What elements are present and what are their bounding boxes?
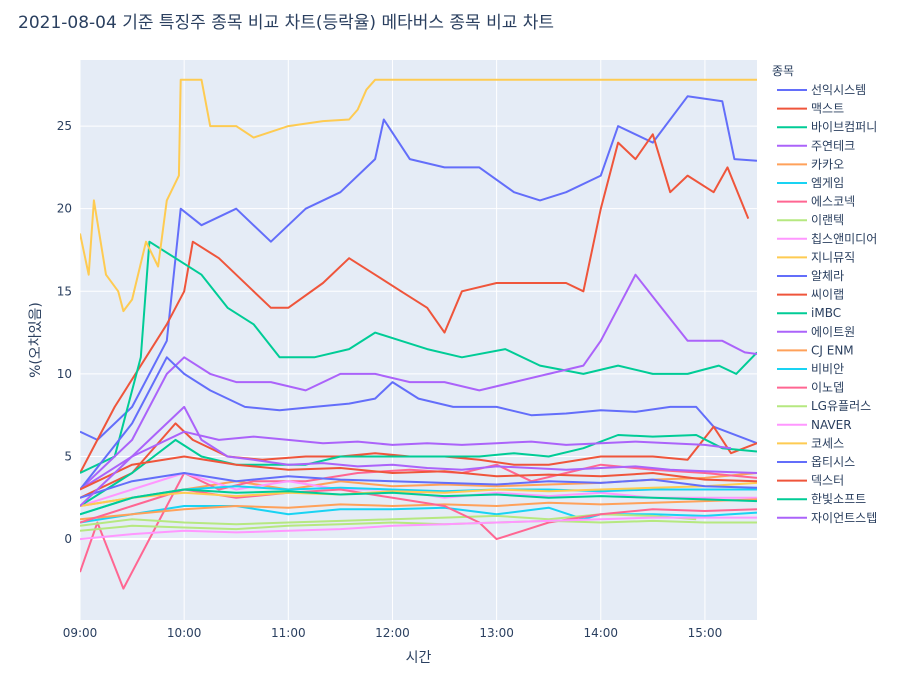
- legend-item[interactable]: 한빛소프트: [777, 492, 866, 506]
- legend-label: 에이트원: [811, 325, 855, 339]
- chart-title: 2021-08-04 기준 특징주 종목 비교 차트(등락율) 메타버스 종목 …: [18, 13, 554, 33]
- legend-item[interactable]: 선익시스템: [777, 83, 866, 97]
- series-line: [80, 488, 757, 516]
- legend-label: 지니뮤직: [811, 250, 855, 264]
- legend-label: 알체라: [811, 269, 844, 283]
- x-tick-label: 12:00: [375, 626, 410, 640]
- legend-label: 씨이랩: [811, 288, 844, 302]
- legend-label: 맥스트: [811, 102, 844, 116]
- y-tick-label: 5: [64, 449, 72, 463]
- legend-label: 옵티시스: [811, 455, 855, 469]
- legend-item[interactable]: 칩스앤미디어: [777, 232, 877, 246]
- legend-label: NAVER: [811, 418, 852, 432]
- legend-title: 종목: [772, 64, 794, 78]
- legend-label: 한빛소프트: [811, 492, 866, 506]
- series-line: [80, 434, 757, 507]
- legend-label: 엠게임: [811, 176, 844, 190]
- x-tick-label: 10:00: [167, 626, 202, 640]
- series-line: [80, 498, 757, 521]
- legend-item[interactable]: 맥스트: [777, 102, 844, 116]
- legend-label: 선익시스템: [811, 83, 866, 97]
- axes: 0 5 10 15 20 25 09:00 10:00 11:00 12:00 13:00 14:00…: [57, 119, 723, 640]
- y-tick-label: 20: [57, 202, 72, 216]
- legend[interactable]: 종목 선익시스템맥스트바이브컴퍼니주연테크카카오엠게임에스코넥이랜텍칩스앤미디어…: [772, 64, 877, 525]
- series-line: [80, 481, 757, 507]
- legend-item[interactable]: LG유플러스: [777, 399, 871, 413]
- legend-item[interactable]: 씨이랩: [777, 288, 844, 302]
- legend-label: 에스코넥: [811, 195, 855, 209]
- legend-item[interactable]: 카카오: [777, 157, 844, 171]
- x-tick-label: 14:00: [583, 626, 618, 640]
- x-tick-label: 09:00: [63, 626, 98, 640]
- legend-item[interactable]: 알체라: [777, 269, 844, 283]
- y-axis-title: %(오차있음): [28, 302, 44, 378]
- legend-label: 자이언트스텝: [811, 511, 877, 525]
- series-line: [80, 356, 757, 491]
- legend-label: iMBC: [811, 306, 841, 320]
- series-lines: [80, 78, 757, 590]
- legend-item[interactable]: 자이언트스텝: [777, 511, 877, 525]
- legend-item[interactable]: 옵티시스: [777, 455, 855, 469]
- series-line: [80, 240, 757, 474]
- x-axis-title: 시간: [406, 650, 432, 666]
- legend-item[interactable]: 비비안: [777, 362, 844, 376]
- series-line: [80, 273, 757, 491]
- plot-area: [80, 60, 757, 620]
- x-tick-label: 13:00: [479, 626, 514, 640]
- series-line: [80, 516, 757, 541]
- series-line: [80, 519, 757, 532]
- series-line: [80, 505, 757, 524]
- legend-item[interactable]: 이노뎁: [777, 381, 844, 395]
- series-line: [80, 95, 757, 441]
- y-tick-label: 15: [57, 284, 72, 298]
- legend-item[interactable]: 주연테크: [777, 139, 855, 153]
- legend-label: 바이브컴퍼니: [811, 120, 877, 134]
- legend-label: 덱스터: [811, 474, 844, 488]
- series-line: [80, 78, 757, 313]
- legend-item[interactable]: 이랜텍: [777, 213, 844, 227]
- legend-item[interactable]: 에스코넥: [777, 195, 855, 209]
- x-tick-label: 11:00: [271, 626, 306, 640]
- legend-item[interactable]: 코세스: [777, 436, 844, 450]
- series-line: [80, 430, 732, 491]
- series-line: [80, 455, 757, 491]
- legend-label: 코세스: [811, 436, 844, 450]
- legend-item[interactable]: 바이브컴퍼니: [777, 120, 877, 134]
- y-tick-label: 25: [57, 119, 72, 133]
- legend-item[interactable]: 지니뮤직: [777, 250, 855, 264]
- y-tick-label: 10: [57, 367, 72, 381]
- y-tick-label: 0: [64, 532, 72, 546]
- legend-label: LG유플러스: [811, 399, 871, 413]
- series-line: [80, 485, 757, 516]
- x-tick-label: 15:00: [688, 626, 723, 640]
- series-line: [80, 472, 757, 499]
- legend-label: 비비안: [811, 362, 844, 376]
- series-line: [80, 133, 750, 474]
- legend-label: 이노뎁: [811, 381, 844, 395]
- legend-item[interactable]: NAVER: [777, 418, 852, 432]
- legend-label: CJ ENM: [811, 343, 854, 357]
- legend-item[interactable]: iMBC: [777, 306, 841, 320]
- legend-label: 주연테크: [811, 139, 855, 153]
- legend-item[interactable]: 에이트원: [777, 325, 855, 339]
- legend-label: 이랜텍: [811, 213, 844, 227]
- legend-item[interactable]: CJ ENM: [777, 343, 854, 357]
- series-line: [80, 405, 757, 507]
- legend-item[interactable]: 덱스터: [777, 474, 844, 488]
- legend-item[interactable]: 엠게임: [777, 176, 844, 190]
- legend-label: 카카오: [811, 157, 844, 171]
- legend-label: 칩스앤미디어: [811, 232, 877, 246]
